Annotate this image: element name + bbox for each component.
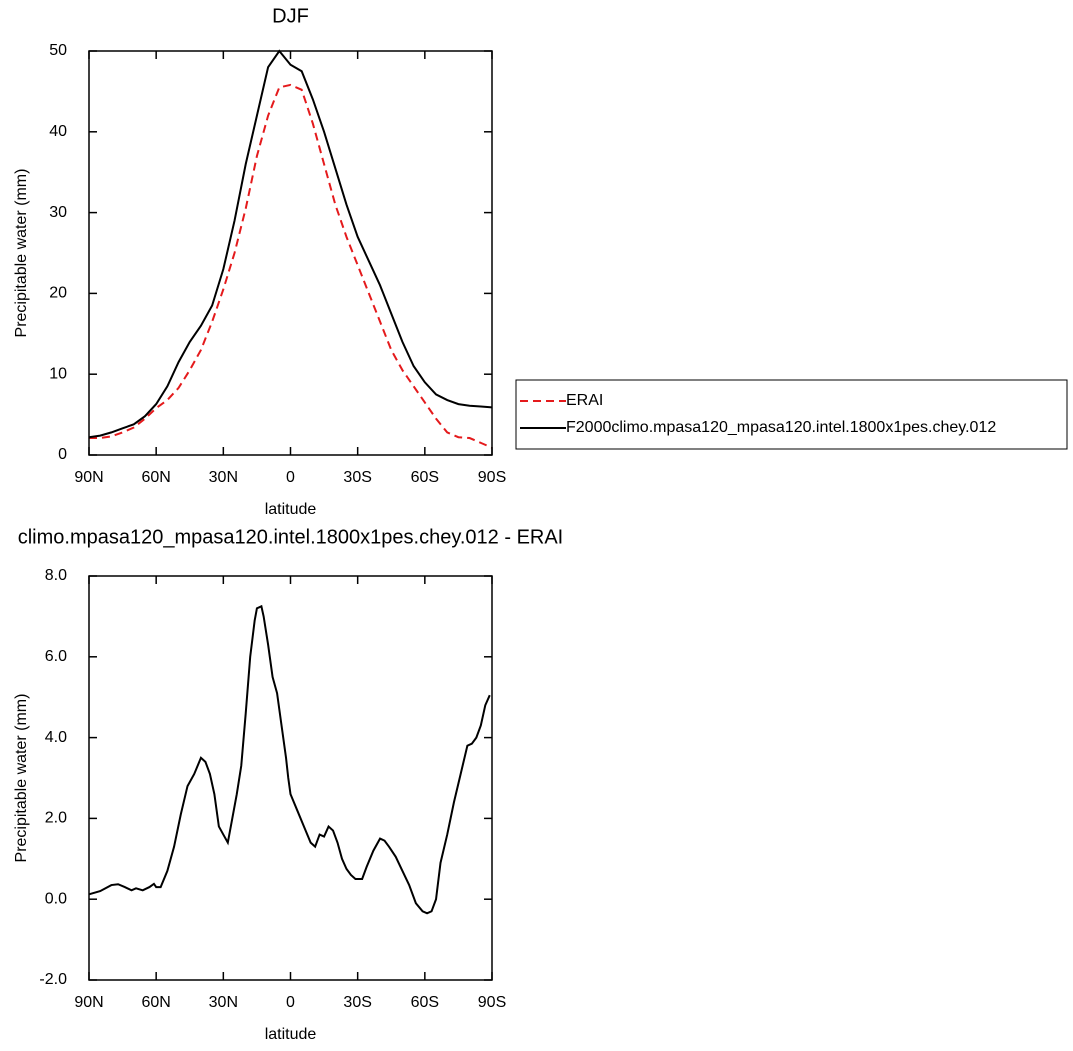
x-tick-label: 90S (478, 994, 506, 1011)
y-tick-label: 6.0 (45, 648, 67, 665)
x-tick-label: 90N (74, 994, 103, 1011)
x-tick-label: 0 (286, 469, 295, 486)
x-tick-label: 30N (209, 469, 238, 486)
x-axis-label: latitude (265, 501, 317, 518)
x-axis-label: latitude (265, 1026, 317, 1043)
x-tick-label: 90N (74, 469, 103, 486)
x-tick-label: 60N (141, 994, 170, 1011)
data-line (88, 604, 491, 915)
y-tick-label: 8.0 (45, 567, 67, 584)
x-tick-label: 60S (411, 469, 439, 486)
x-tick-label: 60N (141, 469, 170, 486)
x-tick-label: 30S (343, 994, 371, 1011)
y-tick-label: 2.0 (45, 810, 67, 827)
x-tick-label: 0 (286, 994, 295, 1011)
legend-label: F2000climo.mpasa120_mpasa120.intel.1800x… (566, 419, 996, 436)
plot-frame (88, 575, 493, 981)
data-line (89, 83, 493, 449)
legend-box (515, 379, 1068, 450)
chart-title: climo.mpasa120_mpasa120.intel.1800x1pes.… (18, 526, 564, 548)
y-tick-label: -2.0 (39, 971, 67, 988)
chart-title: DJF (272, 5, 309, 27)
y-tick-label: 4.0 (45, 729, 67, 746)
y-tick-label: 0.0 (45, 890, 67, 907)
x-tick-label: 30N (209, 994, 238, 1011)
y-tick-label: 40 (49, 123, 67, 140)
plot-frame (88, 50, 493, 456)
y-tick-label: 0 (58, 446, 67, 463)
x-tick-label: 60S (411, 994, 439, 1011)
x-tick-label: 30S (343, 469, 371, 486)
x-tick-label: 90S (478, 469, 506, 486)
y-tick-label: 20 (49, 285, 67, 302)
y-tick-label: 50 (49, 42, 67, 59)
y-axis-label: Precipitable water (mm) (13, 694, 30, 863)
data-line (88, 49, 493, 439)
y-tick-label: 10 (49, 365, 67, 382)
y-tick-label: 30 (49, 204, 67, 221)
y-axis-label: Precipitable water (mm) (13, 169, 30, 338)
legend-label: ERAI (566, 392, 603, 409)
